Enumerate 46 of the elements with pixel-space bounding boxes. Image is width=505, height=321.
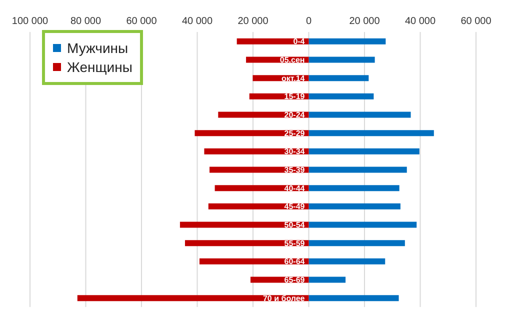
y-tick-label: 20-24 bbox=[284, 110, 306, 120]
x-tick-label: 20 000 bbox=[349, 16, 380, 27]
bar bbox=[184, 240, 309, 246]
x-tick-label: 60 000 bbox=[460, 16, 492, 27]
y-tick-label: 50-54 bbox=[284, 220, 306, 230]
x-tick-label: 20 000 bbox=[238, 16, 269, 27]
y-tick-label: 05.сен bbox=[280, 56, 305, 64]
y-tick-label: 0-4 bbox=[293, 37, 306, 46]
bar bbox=[308, 258, 386, 264]
bar bbox=[308, 203, 400, 210]
y-tick-label: 30-34 bbox=[284, 147, 306, 156]
x-tick-label: 60 000 bbox=[126, 16, 158, 27]
bar bbox=[236, 38, 309, 44]
bar bbox=[308, 75, 369, 82]
bar bbox=[308, 38, 386, 44]
y-tick-label: 60-64 bbox=[284, 257, 306, 266]
x-tick-label: 40 000 bbox=[182, 16, 213, 27]
bar bbox=[308, 240, 405, 246]
bar bbox=[308, 185, 400, 192]
y-tick-label: 55-59 bbox=[284, 238, 306, 248]
x-tick-label: 40 000 bbox=[404, 16, 436, 27]
y-tick-label: 35-39 bbox=[284, 166, 306, 174]
bar bbox=[308, 112, 411, 118]
bar bbox=[308, 295, 399, 302]
y-tick-label: 15-19 bbox=[284, 92, 306, 102]
bar bbox=[194, 130, 309, 136]
x-tick-label: 80 000 bbox=[70, 16, 102, 27]
bar bbox=[308, 276, 346, 283]
y-tick-label: 45-49 bbox=[284, 202, 306, 212]
y-tick-label: окт.14 bbox=[282, 74, 306, 83]
x-tick-label: 100 000 bbox=[12, 16, 49, 27]
bar bbox=[308, 222, 417, 228]
bar bbox=[308, 166, 407, 173]
bar bbox=[308, 93, 374, 100]
x-tick-label: 0 bbox=[306, 16, 312, 27]
bar bbox=[77, 295, 309, 302]
bar bbox=[180, 222, 309, 228]
y-tick-label: 25-29 bbox=[284, 128, 306, 138]
y-tick-label: 70 и более bbox=[262, 294, 306, 303]
y-tick-label: 40-44 bbox=[284, 184, 306, 193]
y-tick-label: 65-69 bbox=[284, 276, 306, 284]
legend-label: Мужчины bbox=[66, 40, 130, 56]
bar bbox=[308, 148, 420, 154]
bar bbox=[308, 56, 375, 63]
legend-label: Женщины bbox=[66, 59, 132, 75]
bar bbox=[308, 130, 434, 136]
